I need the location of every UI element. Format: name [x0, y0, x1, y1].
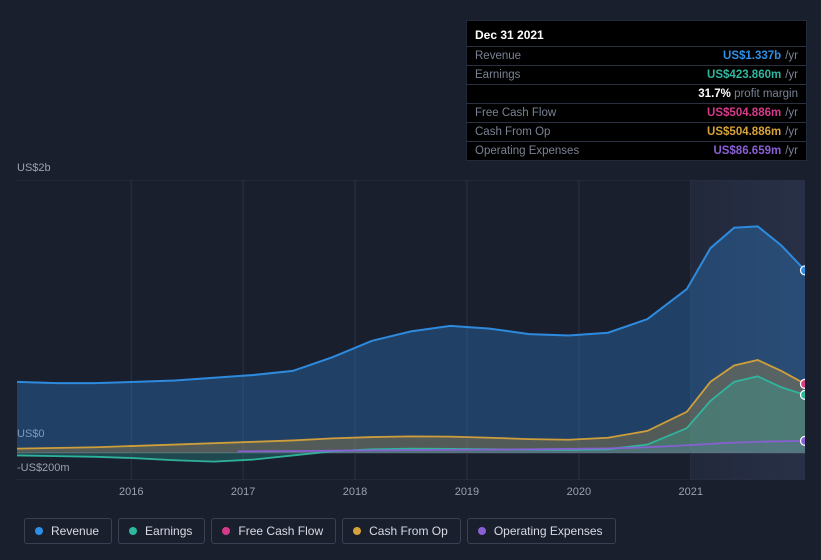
legend-label: Free Cash Flow [238, 524, 323, 538]
tooltip-metric-value: US$423.860m/yr [707, 69, 798, 81]
legend-swatch [129, 527, 137, 535]
tooltip-metric-value: US$86.659m/yr [713, 145, 798, 157]
legend-item-fcf[interactable]: Free Cash Flow [211, 518, 336, 544]
legend-label: Earnings [145, 524, 192, 538]
legend-label: Revenue [51, 524, 99, 538]
tooltip-metric-value: US$504.886m/yr [707, 107, 798, 119]
legend-item-cash_op[interactable]: Cash From Op [342, 518, 461, 544]
x-axis-label: 2016 [119, 486, 143, 498]
tooltip-row: EarningsUS$423.860m/yr [467, 66, 806, 85]
tooltip-row: RevenueUS$1.337b/yr [467, 47, 806, 66]
y-axis-label: US$2b [17, 162, 97, 174]
legend-label: Operating Expenses [494, 524, 603, 538]
tooltip-metric-value: US$1.337b/yr [723, 50, 798, 62]
tooltip-date: Dec 31 2021 [467, 23, 806, 47]
tooltip-metric-label: Cash From Op [475, 126, 707, 138]
x-axis-label: 2020 [567, 486, 591, 498]
legend-item-revenue[interactable]: Revenue [24, 518, 112, 544]
x-axis-label: 2019 [455, 486, 479, 498]
tooltip-metric-value: US$504.886m/yr [707, 126, 798, 138]
tooltip-metric-label: Operating Expenses [475, 145, 713, 157]
legend-swatch [35, 527, 43, 535]
x-axis-label: 2018 [343, 486, 367, 498]
legend-swatch [353, 527, 361, 535]
tooltip-row: Free Cash FlowUS$504.886m/yr [467, 104, 806, 123]
x-axis-label: 2021 [678, 486, 702, 498]
legend-swatch [478, 527, 486, 535]
legend-item-earnings[interactable]: Earnings [118, 518, 205, 544]
legend-label: Cash From Op [369, 524, 448, 538]
tooltip-metric-label: Revenue [475, 50, 723, 62]
x-axis-label: 2017 [231, 486, 255, 498]
chart-series [17, 180, 805, 480]
tooltip-card: Dec 31 2021 RevenueUS$1.337b/yrEarningsU… [466, 20, 807, 161]
tooltip-metric-label: Earnings [475, 69, 707, 81]
chart-plot-area[interactable] [17, 180, 805, 480]
tooltip-row: Cash From OpUS$504.886m/yr [467, 123, 806, 142]
tooltip-subrow: 31.7% profit margin [467, 85, 806, 104]
tooltip-metric-label: Free Cash Flow [475, 107, 707, 119]
legend-swatch [222, 527, 230, 535]
legend-item-opex[interactable]: Operating Expenses [467, 518, 616, 544]
legend: Revenue Earnings Free Cash Flow Cash From O… [24, 518, 616, 544]
tooltip-row: Operating ExpensesUS$86.659m/yr [467, 142, 806, 160]
